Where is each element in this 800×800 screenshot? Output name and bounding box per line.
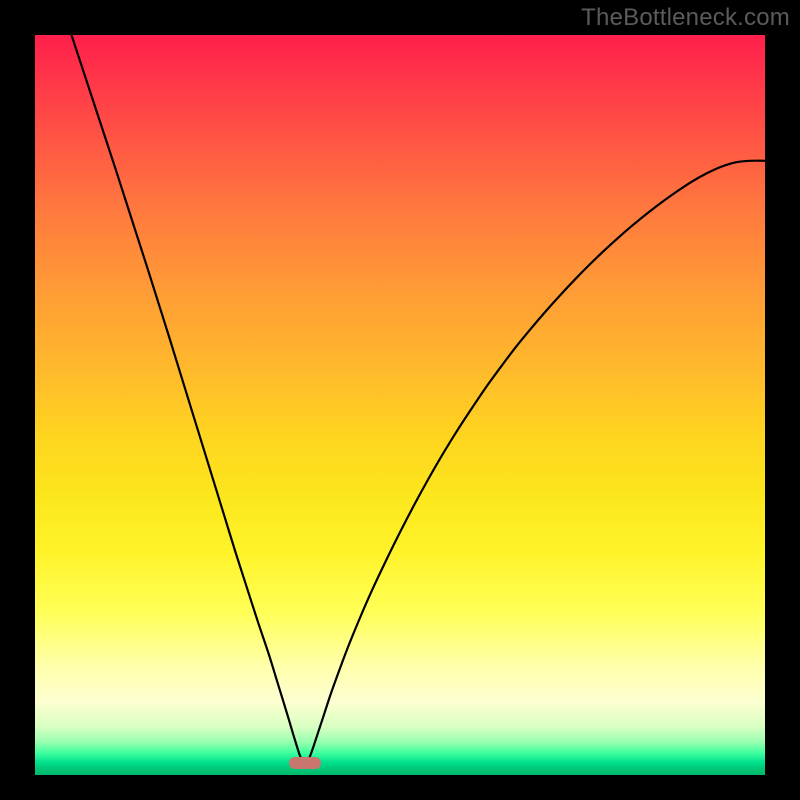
bottleneck-curve: [72, 35, 766, 766]
chart-container: TheBottleneck.com: [0, 0, 800, 800]
watermark-text: TheBottleneck.com: [581, 4, 790, 32]
curve-svg: [35, 35, 765, 775]
plot-area: [35, 35, 765, 775]
optimum-marker: [289, 757, 321, 769]
